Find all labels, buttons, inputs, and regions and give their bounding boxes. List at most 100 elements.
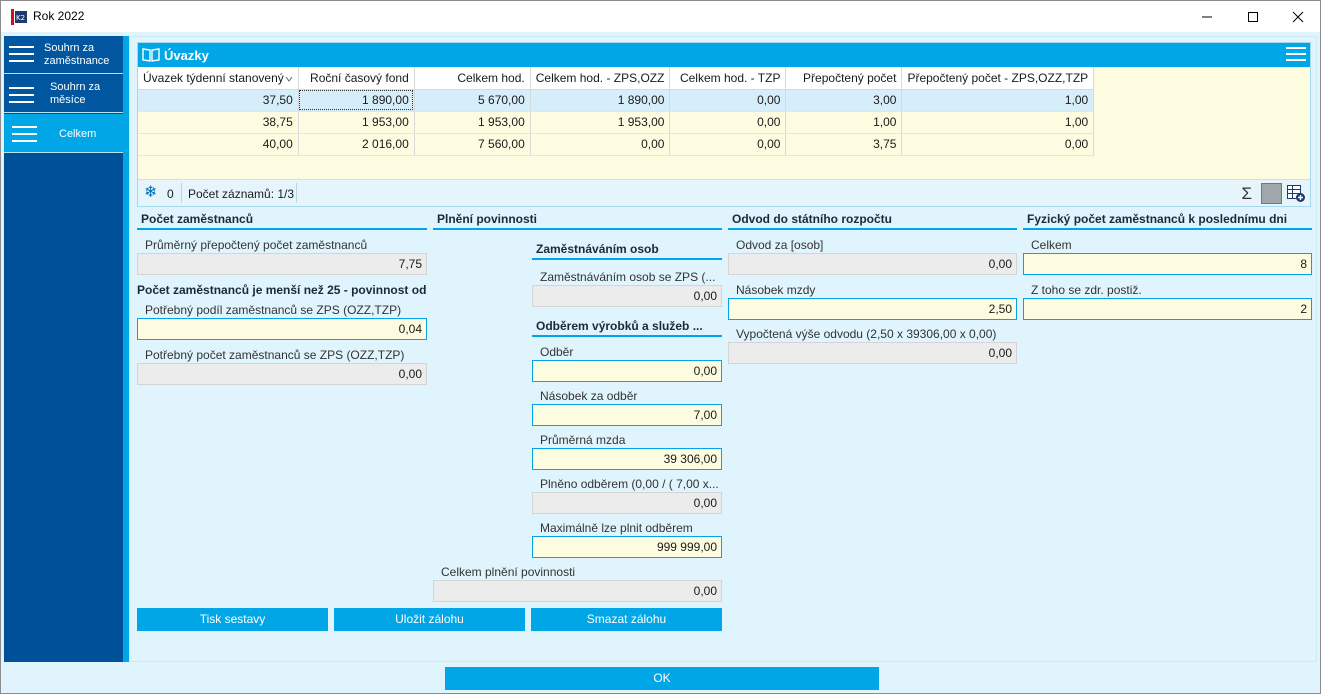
nasobek-mzdy-label: Násobek mzdy bbox=[736, 283, 816, 297]
menu-icon bbox=[9, 46, 34, 64]
plneno-field: 0,00 bbox=[532, 492, 722, 514]
close-button[interactable] bbox=[1275, 1, 1321, 32]
table-row[interactable]: 38,75 1 953,00 1 953,00 1 953,00 0,00 1,… bbox=[138, 111, 1095, 134]
celkem-plneni-label: Celkem plnění povinnosti bbox=[441, 565, 576, 579]
toggle-button[interactable] bbox=[1261, 183, 1282, 204]
maximize-button[interactable] bbox=[1230, 1, 1276, 32]
celkem-plneni-field: 0,00 bbox=[433, 580, 722, 602]
table-cell[interactable]: 1 890,00 bbox=[530, 89, 671, 112]
minimize-icon bbox=[1202, 16, 1212, 17]
grid-status-bar: ❄ 0 Počet záznamů: 1/3 Σ bbox=[138, 179, 1310, 206]
column-header[interactable]: Celkem hod. - TZP bbox=[669, 67, 787, 90]
max-odber-field[interactable]: 999 999,00 bbox=[532, 536, 722, 558]
grid-title: Úvazky bbox=[164, 48, 209, 63]
section-title-fyzicky: Fyzický počet zaměstnanců k poslednímu d… bbox=[1023, 210, 1312, 230]
subsection-zamestnavanim: Zaměstnáváním osob bbox=[532, 240, 722, 260]
title-bar: K2 Rok 2022 bbox=[0, 0, 1321, 32]
nasobek-odber-field[interactable]: 7,00 bbox=[532, 404, 722, 426]
export-grid-icon[interactable] bbox=[1286, 183, 1306, 203]
table-cell[interactable]: 2 016,00 bbox=[298, 133, 415, 156]
sort-icon bbox=[285, 76, 293, 82]
sidebar: Souhrn za zaměstnance Souhrn za měsíce C… bbox=[4, 36, 123, 662]
zam-field: 0,00 bbox=[532, 285, 722, 307]
svg-text:K2: K2 bbox=[16, 14, 25, 22]
odvod-za-label: Odvod za [osob] bbox=[736, 238, 824, 252]
odber-field[interactable]: 0,00 bbox=[532, 360, 722, 382]
status-separator bbox=[296, 183, 297, 203]
fyz-celkem-label: Celkem bbox=[1031, 238, 1072, 252]
nasobek-odber-label: Násobek za odběr bbox=[540, 389, 638, 403]
vypoctena-field: 0,00 bbox=[728, 342, 1017, 364]
table-cell[interactable]: 37,50 bbox=[138, 89, 299, 112]
table-cell[interactable]: 3,00 bbox=[785, 89, 903, 112]
grid-menu-icon[interactable] bbox=[1286, 47, 1306, 63]
ulozit-zalohu-button[interactable]: Uložit zálohu bbox=[334, 608, 525, 631]
snowflake-icon[interactable]: ❄ bbox=[144, 184, 158, 201]
table-cell[interactable]: 0,00 bbox=[901, 133, 1095, 156]
close-icon bbox=[1292, 11, 1304, 22]
app-icon: K2 bbox=[10, 8, 28, 26]
vypoctena-label: Vypočtená výše odvodu (2,50 x 39306,00 x… bbox=[736, 327, 997, 341]
table-cell[interactable]: 5 670,00 bbox=[414, 89, 531, 112]
content-area: Úvazky Úvazek týdenní stanovený Roční ča… bbox=[129, 36, 1317, 662]
podil-field[interactable]: 0,04 bbox=[137, 318, 427, 340]
table-cell[interactable]: 0,00 bbox=[669, 89, 787, 112]
fyz-ztoho-field[interactable]: 2 bbox=[1023, 298, 1312, 320]
menu-icon bbox=[12, 126, 37, 144]
table-cell[interactable]: 3,75 bbox=[785, 133, 903, 156]
minimize-button[interactable] bbox=[1184, 1, 1230, 32]
table-cell[interactable]: 38,75 bbox=[138, 111, 299, 134]
section-title-plneni: Plnění povinnosti bbox=[433, 210, 722, 230]
table-cell[interactable]: 0,00 bbox=[530, 133, 671, 156]
window-title: Rok 2022 bbox=[33, 9, 85, 23]
sidebar-item-label: Souhrn za měsíce bbox=[50, 81, 101, 106]
table-cell[interactable]: 0,00 bbox=[669, 111, 787, 134]
nasobek-mzdy-field[interactable]: 2,50 bbox=[728, 298, 1017, 320]
ok-button[interactable]: OK bbox=[445, 667, 879, 690]
uvazky-grid-panel: Úvazky Úvazek týdenní stanovený Roční ča… bbox=[137, 42, 1311, 207]
status-records: Počet záznamů: 1/3 bbox=[188, 187, 295, 201]
sidebar-item-souhrn-zamestnance[interactable]: Souhrn za zaměstnance bbox=[4, 36, 123, 74]
odber-label: Odběr bbox=[540, 345, 574, 359]
max-odber-label: Maximálně lze plnit odběrem bbox=[540, 521, 693, 535]
sidebar-item-souhrn-mesice[interactable]: Souhrn za měsíce bbox=[4, 75, 123, 113]
sidebar-item-label: Celkem bbox=[59, 128, 97, 140]
sum-icon[interactable]: Σ bbox=[1241, 184, 1252, 203]
table-cell[interactable]: 7 560,00 bbox=[414, 133, 531, 156]
tisk-sestavy-button[interactable]: Tisk sestavy bbox=[137, 608, 328, 631]
column-header[interactable]: Celkem hod. - ZPS,OZZ bbox=[530, 67, 671, 90]
avg-count-field: 7,75 bbox=[137, 253, 427, 275]
table-cell[interactable]: 1,00 bbox=[901, 89, 1095, 112]
table-header-row: Úvazek týdenní stanovený Roční časový fo… bbox=[138, 67, 1095, 90]
book-icon bbox=[142, 48, 160, 62]
potrebny-field: 0,00 bbox=[137, 363, 427, 385]
table-row[interactable]: 37,50 1 890,00 5 670,00 1 890,00 0,00 3,… bbox=[138, 89, 1095, 112]
fyz-celkem-field[interactable]: 8 bbox=[1023, 253, 1312, 275]
table-cell[interactable]: 0,00 bbox=[669, 133, 787, 156]
prumerna-mzda-field[interactable]: 39 306,00 bbox=[532, 448, 722, 470]
status-separator bbox=[181, 183, 182, 203]
sidebar-item-celkem[interactable]: Celkem bbox=[4, 114, 123, 153]
smazat-zalohu-button[interactable]: Smazat zálohu bbox=[531, 608, 722, 631]
table-cell[interactable]: 1 953,00 bbox=[530, 111, 671, 134]
odvod-za-field: 0,00 bbox=[728, 253, 1017, 275]
menu-icon bbox=[9, 87, 34, 105]
column-header[interactable]: Úvazek týdenní stanovený bbox=[138, 67, 299, 90]
main-window: Souhrn za zaměstnance Souhrn za měsíce C… bbox=[0, 32, 1321, 694]
column-header[interactable]: Přepočtený počet bbox=[785, 67, 903, 90]
column-header[interactable]: Roční časový fond bbox=[298, 67, 415, 90]
table-row[interactable]: 40,00 2 016,00 7 560,00 0,00 0,00 3,75 0… bbox=[138, 133, 1095, 156]
table-cell[interactable]: 1,00 bbox=[901, 111, 1095, 134]
column-header[interactable]: Celkem hod. bbox=[414, 67, 531, 90]
table-cell[interactable]: 1 890,00 bbox=[298, 89, 415, 112]
uvazky-table: Úvazek týdenní stanovený Roční časový fo… bbox=[138, 67, 1095, 156]
table-cell[interactable]: 1 953,00 bbox=[298, 111, 415, 134]
table-cell[interactable]: 40,00 bbox=[138, 133, 299, 156]
column-header[interactable]: Přepočtený počet - ZPS,OZZ,TZP bbox=[901, 67, 1095, 90]
table-cell[interactable]: 1,00 bbox=[785, 111, 903, 134]
avg-count-label: Průměrný přepočtený počet zaměstnanců bbox=[145, 238, 368, 252]
plneno-label: Plněno odběrem (0,00 / ( 7,00 x... bbox=[540, 477, 719, 491]
table-cell[interactable]: 1 953,00 bbox=[414, 111, 531, 134]
section-title-odvod: Odvod do státního rozpočtu bbox=[728, 210, 1017, 230]
status-count: 0 bbox=[167, 187, 174, 201]
